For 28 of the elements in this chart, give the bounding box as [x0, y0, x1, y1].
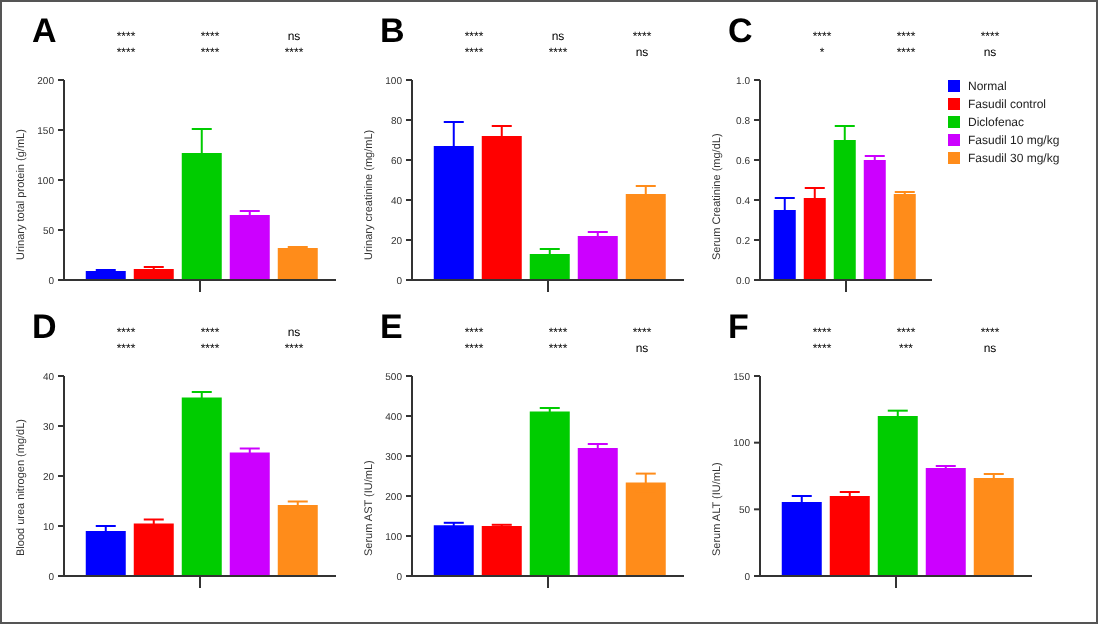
- bar: [863, 160, 886, 280]
- bar: [229, 215, 270, 280]
- bar: [577, 236, 618, 280]
- bar: [181, 397, 222, 576]
- bar: [481, 526, 522, 576]
- bar: [277, 248, 318, 280]
- bar: [625, 482, 666, 576]
- bar: [577, 448, 618, 576]
- bar: [925, 468, 966, 576]
- chart-title: E: [380, 308, 403, 348]
- bar: [893, 194, 916, 280]
- bar: [433, 525, 474, 576]
- bar: [133, 523, 174, 576]
- chart-title: B: [380, 12, 405, 52]
- chart-title: F: [728, 308, 749, 348]
- chart-title: A: [32, 12, 57, 52]
- bar: [877, 416, 918, 576]
- bar: [529, 411, 570, 576]
- chart-title: D: [32, 308, 57, 348]
- chart-title: C: [728, 12, 753, 52]
- bar: [829, 496, 870, 576]
- bar: [85, 531, 126, 576]
- bar: [277, 505, 318, 576]
- bar: [625, 194, 666, 280]
- bar: [973, 478, 1014, 576]
- bar: [781, 502, 822, 576]
- bar: [529, 254, 570, 280]
- bar: [229, 452, 270, 576]
